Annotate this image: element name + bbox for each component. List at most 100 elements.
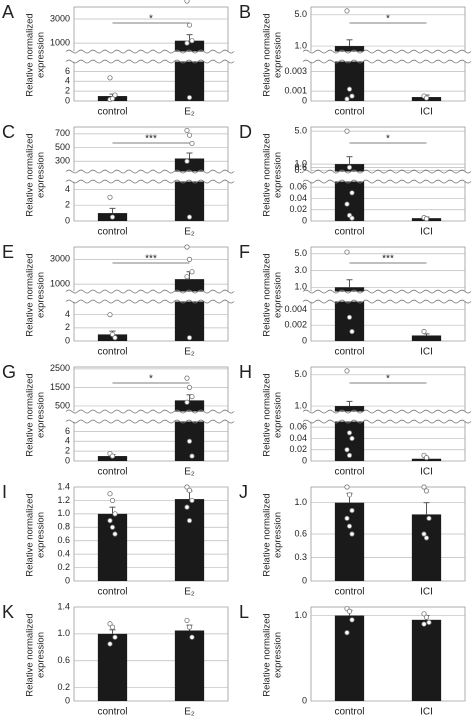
y-tick-label: 1.4 (57, 601, 70, 611)
y-tick-label: 1.4 (57, 481, 70, 491)
bar (174, 400, 205, 461)
axis-break-edge (65, 289, 235, 294)
data-point (344, 96, 350, 102)
data-point (107, 312, 113, 318)
x-tick-label: E₂ (184, 347, 195, 358)
y-tick-label: 4 (65, 309, 70, 319)
y-tick-label: 0.02 (289, 204, 307, 214)
data-point (349, 328, 355, 335)
panel-letter: G (2, 362, 16, 382)
y-tick-label: 0.2 (57, 562, 70, 572)
axis-break-edge (65, 409, 235, 414)
bar (334, 615, 365, 701)
y-tick-label: 0.02 (289, 444, 307, 454)
data-point (346, 430, 353, 436)
y-tick-label: 0 (65, 695, 70, 705)
y-tick-label: 5.0 (294, 9, 307, 19)
panel-letter: F (239, 242, 250, 262)
y-tick-label: 3000 (50, 254, 70, 264)
y-tick-label: 1.0 (57, 628, 70, 638)
y-tick-label: 1000 (50, 37, 70, 47)
bar (411, 514, 442, 581)
y-axis-label: expression (36, 632, 47, 678)
y-tick-label: 500 (55, 142, 70, 152)
significance-label: *** (145, 134, 157, 145)
axis-break-edge (302, 179, 472, 184)
y-tick-label: 0.8 (57, 522, 70, 532)
data-point (184, 484, 190, 490)
data-point (189, 140, 195, 147)
data-point (189, 269, 195, 275)
axis-break-edge (65, 49, 235, 54)
data-point (112, 335, 118, 341)
y-tick-label: 5.0 (294, 248, 307, 258)
y-tick-label: 4 (65, 184, 70, 194)
y-tick-label: 0.6 (294, 162, 307, 172)
data-point (346, 452, 353, 458)
y-tick-label: 1.0 (294, 610, 307, 620)
data-point (184, 399, 190, 405)
x-tick-label: E₂ (184, 107, 195, 118)
bar (174, 279, 205, 341)
data-point (109, 95, 116, 102)
panel-letter: J (239, 482, 248, 502)
data-point (186, 132, 193, 138)
data-point (186, 438, 193, 444)
significance-label: * (149, 14, 153, 25)
data-point (184, 40, 190, 46)
significance-label: * (149, 374, 153, 385)
x-tick-label: E₂ (184, 707, 195, 718)
data-point (184, 274, 190, 280)
data-point (112, 634, 118, 640)
y-axis-label: Relative normalized (25, 133, 36, 216)
data-point (346, 492, 353, 498)
x-tick-label: control (334, 467, 364, 478)
significance-label: *** (382, 254, 394, 265)
y-axis-label: expression (273, 632, 284, 678)
data-point (186, 335, 193, 341)
y-axis-label: Relative normalized (262, 133, 273, 216)
bar (174, 158, 205, 221)
x-tick-label: ICI (420, 587, 433, 598)
plot-area (310, 606, 466, 702)
x-tick-label: control (334, 347, 364, 358)
y-axis-label: Relative normalized (262, 613, 273, 696)
y-axis-label: expression (36, 272, 47, 318)
data-point (344, 484, 350, 490)
axis-break-edge (65, 59, 235, 64)
y-tick-label: 0.6 (57, 655, 70, 665)
axis-break-edge (65, 179, 235, 184)
data-point (109, 624, 116, 630)
axis-break-edge (302, 419, 472, 424)
y-tick-label: 5.0 (294, 125, 307, 135)
y-tick-label: 1500 (50, 382, 70, 392)
data-point (423, 455, 430, 461)
x-tick-label: control (97, 227, 127, 238)
y-tick-label: 6 (65, 426, 70, 436)
data-point (109, 453, 116, 459)
y-tick-label: 700 (55, 128, 70, 138)
x-tick-label: ICI (420, 467, 433, 478)
y-tick-label: 0.4 (57, 549, 70, 559)
panel-letter: A (2, 2, 14, 22)
x-tick-label: E₂ (184, 467, 195, 478)
bar (174, 499, 205, 581)
x-tick-label: control (97, 467, 127, 478)
y-tick-label: 4 (65, 436, 70, 446)
axis-break-edge (302, 49, 472, 54)
x-tick-label: E₂ (184, 587, 195, 598)
data-point (344, 515, 350, 521)
data-point (189, 453, 195, 459)
y-tick-label: 0.004 (284, 304, 307, 314)
y-tick-label: 2 (65, 446, 70, 456)
y-axis-label: expression (273, 32, 284, 78)
y-tick-label: 0.003 (284, 66, 307, 76)
y-tick-label: 0 (302, 695, 307, 705)
data-point (421, 531, 427, 537)
x-tick-label: ICI (420, 227, 433, 238)
y-axis-label: expression (273, 512, 284, 558)
axis-break-edge (65, 299, 235, 304)
data-point (349, 531, 355, 537)
axis-break (303, 291, 467, 302)
data-point (349, 435, 355, 442)
